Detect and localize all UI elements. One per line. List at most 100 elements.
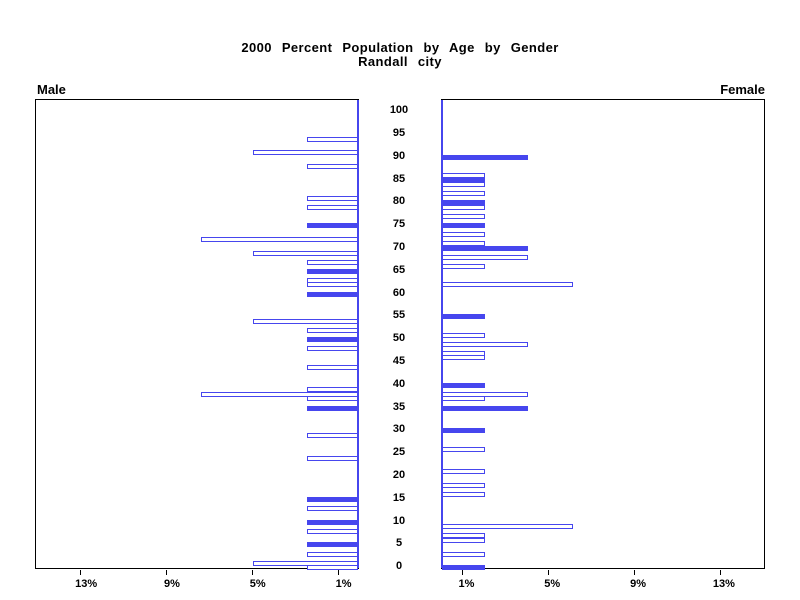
age-tick-label-80: 80 — [392, 195, 406, 208]
age-tick-label-100: 100 — [389, 104, 409, 117]
female-zero-axis-line — [441, 100, 443, 568]
male-bar-age-50 — [306, 337, 358, 343]
female-bar-age-37 — [442, 396, 485, 402]
age-tick-label-15: 15 — [392, 491, 406, 504]
female-bar-age-84 — [442, 182, 485, 188]
female-panel — [441, 99, 765, 571]
female-bar-age-73 — [442, 232, 485, 238]
age-tick-label-20: 20 — [392, 469, 406, 481]
age-tick-label-35: 35 — [392, 400, 406, 413]
female-tick-13 — [719, 570, 721, 575]
age-tick-label-30: 30 — [392, 423, 406, 436]
female-bar-age-55 — [442, 314, 485, 320]
female-bar-age-70 — [442, 246, 528, 251]
age-tick-label-75: 75 — [392, 218, 406, 231]
male-panel-label: Male — [37, 82, 66, 97]
male-bar-age-62 — [306, 282, 358, 288]
age-tick-label-60: 60 — [392, 286, 406, 299]
age-tick-label-0: 0 — [395, 560, 403, 573]
male-tick-label-13: 13% — [75, 578, 98, 590]
female-bar-age-68 — [442, 255, 528, 261]
female-tick-label-9: 9% — [630, 578, 646, 590]
chart-title-line1: 2000 Percent Population by Age by Gender — [241, 40, 559, 55]
male-bar-age-54 — [252, 318, 358, 324]
female-bar-age-80 — [442, 200, 485, 206]
male-bar-age-91 — [252, 150, 358, 156]
male-tick-label-1: 1% — [335, 578, 352, 590]
female-bar-age-0 — [442, 565, 485, 571]
age-tick-label-55: 55 — [392, 309, 406, 322]
male-bar-age-88 — [306, 163, 358, 169]
female-bar-age-82 — [442, 191, 485, 197]
male-bar-age-5 — [306, 542, 358, 548]
male-tick-13 — [80, 570, 82, 575]
male-bar-age-13 — [306, 505, 358, 511]
male-tick-5 — [251, 570, 253, 575]
age-tick-label-70: 70 — [392, 241, 406, 253]
male-bar-age-75 — [306, 223, 358, 229]
female-bar-age-9 — [442, 524, 573, 530]
male-bar-age-67 — [306, 259, 358, 265]
female-bar-age-90 — [442, 154, 528, 160]
female-bar-age-85 — [442, 177, 485, 183]
age-tick-label-90: 90 — [392, 149, 406, 162]
male-bar-age-24 — [306, 455, 358, 461]
female-bar-age-26 — [442, 446, 485, 452]
age-tick-label-45: 45 — [392, 355, 406, 367]
male-bar-age-60 — [306, 291, 358, 297]
female-bar-age-3 — [442, 551, 485, 557]
male-tick-label-5: 5% — [249, 578, 266, 590]
male-tick-9 — [165, 570, 167, 575]
female-bar-age-66 — [442, 264, 485, 270]
male-tick-1 — [337, 570, 339, 575]
male-bar-age-29 — [306, 432, 358, 438]
age-tick-label-95: 95 — [392, 127, 406, 139]
male-zero-axis-line — [357, 100, 359, 568]
chart-title-line2: Randall city — [358, 54, 442, 69]
male-bar-age-35 — [306, 405, 358, 411]
male-panel — [35, 99, 359, 571]
male-bar-age-94 — [306, 136, 358, 142]
male-bar-age-37 — [306, 396, 358, 402]
female-bar-age-79 — [442, 204, 485, 210]
female-bar-age-40 — [442, 382, 485, 388]
age-tick-label-25: 25 — [392, 446, 406, 459]
male-bar-age-44 — [306, 364, 358, 370]
female-bar-age-51 — [442, 332, 485, 338]
age-tick-label-50: 50 — [392, 332, 406, 345]
age-tick-label-40: 40 — [392, 377, 406, 390]
male-bar-age-48 — [306, 346, 358, 352]
male-bar-age-65 — [306, 268, 358, 274]
female-tick-1 — [462, 570, 464, 575]
age-tick-label-10: 10 — [392, 514, 406, 527]
female-bar-age-16 — [442, 492, 485, 498]
male-bar-age-69 — [252, 250, 358, 256]
male-bar-age-15 — [306, 496, 358, 502]
female-tick-label-13: 13% — [712, 578, 735, 590]
male-bar-age-3 — [306, 551, 358, 557]
age-tick-label-5: 5 — [395, 537, 403, 550]
male-bar-age-0 — [306, 565, 358, 571]
female-bar-age-30 — [442, 428, 485, 434]
female-tick-5 — [548, 570, 550, 575]
female-bar-age-21 — [442, 469, 485, 475]
female-bar-age-35 — [442, 405, 528, 411]
female-bar-age-46 — [442, 355, 485, 361]
chart-title: 2000 Percent Population by Age by Gender… — [0, 41, 800, 69]
female-bar-age-18 — [442, 483, 485, 489]
age-tick-label-85: 85 — [392, 172, 406, 185]
male-tick-label-9: 9% — [163, 578, 180, 590]
female-tick-label-1: 1% — [458, 578, 475, 590]
female-bar-age-6 — [442, 537, 485, 543]
female-bar-age-62 — [442, 282, 573, 288]
female-bar-age-75 — [442, 223, 485, 229]
male-bar-age-72 — [201, 236, 358, 242]
male-bar-age-81 — [306, 195, 358, 201]
age-tick-label-65: 65 — [392, 263, 406, 276]
male-bar-age-8 — [306, 528, 358, 534]
female-panel-label: Female — [720, 82, 765, 97]
female-bar-age-77 — [442, 214, 485, 220]
male-bar-age-10 — [306, 519, 358, 525]
female-bar-age-49 — [442, 341, 528, 347]
